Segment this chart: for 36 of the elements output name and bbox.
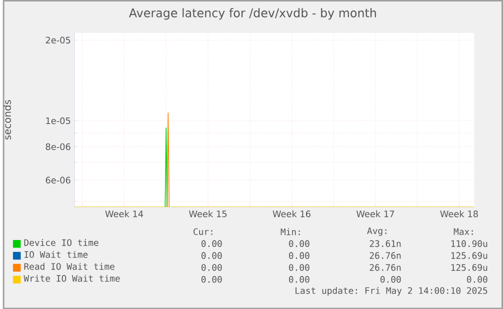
legend-label: Write IO Wait time xyxy=(24,274,120,282)
text: 0.00 xyxy=(380,276,401,283)
x-tick-label: Week 15 xyxy=(189,210,227,218)
text: 0.00 xyxy=(202,252,222,259)
text: Max: xyxy=(454,228,473,235)
text: 26.76n xyxy=(370,264,401,271)
text: 125.69u xyxy=(451,264,488,271)
y-axis-title: seconds xyxy=(3,100,11,140)
x-tick-label: Week 17 xyxy=(356,210,394,218)
text: 0.00 xyxy=(202,264,222,271)
text: 0.00 xyxy=(202,240,222,247)
text: 110.90u xyxy=(451,240,488,247)
text: 125.69u xyxy=(451,252,488,259)
text: 26.76n xyxy=(370,252,401,259)
text: Cur: xyxy=(194,228,212,235)
x-tick-label: Week 14 xyxy=(105,210,144,218)
y-tick-label: 1e-05 xyxy=(46,117,70,124)
text: Last update: Fri May 2 14:00:10 2025 xyxy=(296,286,488,296)
y-tick-label: 6e-06 xyxy=(46,176,70,184)
legend-label: Read IO Wait time xyxy=(24,262,114,270)
y-tick-label: 8e-06 xyxy=(46,143,70,150)
text: 0.00 xyxy=(289,264,310,271)
text: Avg: xyxy=(367,227,386,236)
legend-label: IO Wait time xyxy=(24,250,88,258)
text: 0.00 xyxy=(289,240,310,247)
x-tick-label: Week 18 xyxy=(440,210,478,218)
text: 0.00 xyxy=(202,276,222,283)
text: Min: xyxy=(280,228,300,235)
text: 0.00 xyxy=(289,276,310,283)
text: 0.00 xyxy=(467,276,488,283)
text: 23.61n xyxy=(370,240,401,247)
legend-label: Device IO time xyxy=(24,238,98,246)
x-tick-label: Week 16 xyxy=(272,210,310,218)
text: 0.00 xyxy=(289,252,310,259)
y-tick-label: 2e-05 xyxy=(46,36,70,44)
chart-title: Average latency for /dev/xvdb - by month xyxy=(129,8,376,20)
